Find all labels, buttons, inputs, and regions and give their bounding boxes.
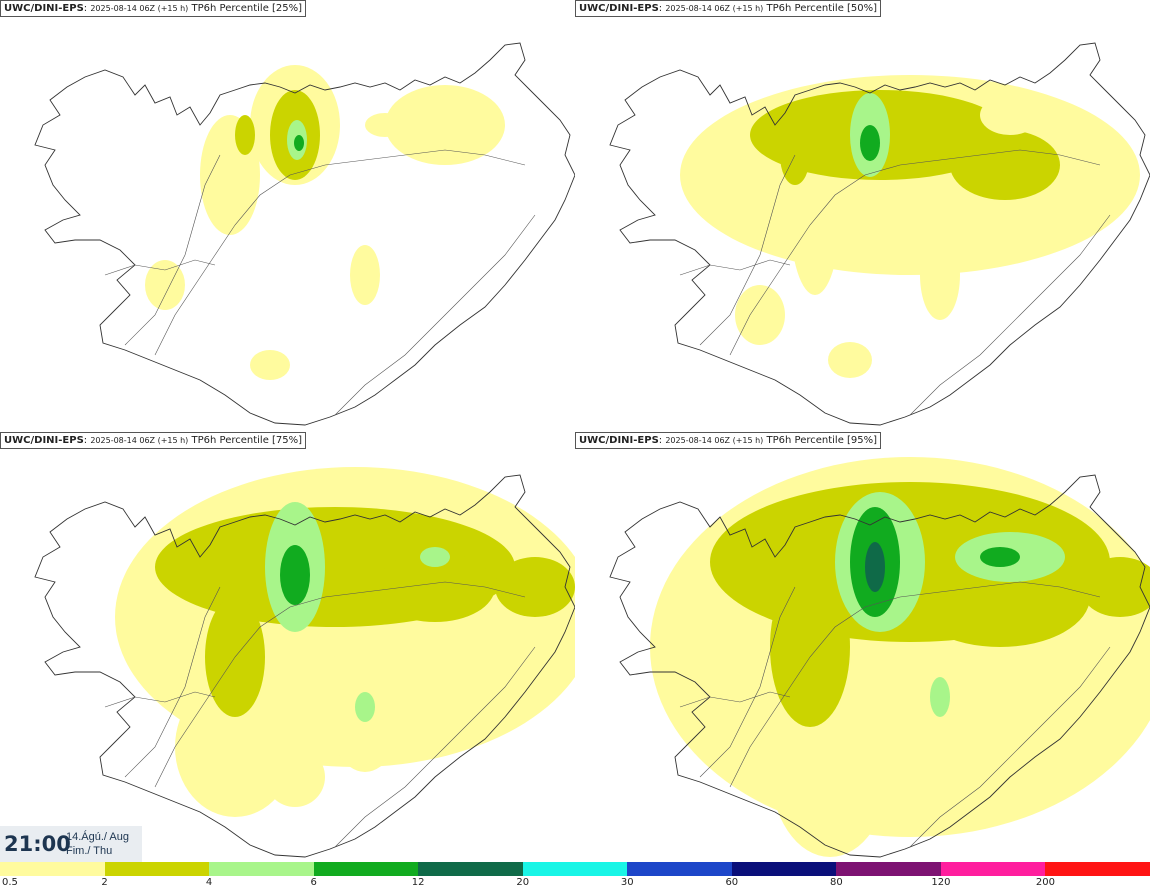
map-panel-p25: UWC/DINI-EPS: 2025-08-14 06Z (+15 h) TP6…	[0, 0, 575, 432]
color-legend: 0.5 2 4 6 12 20 30 60 80 120 200	[0, 862, 1150, 891]
legend-swatch	[313, 862, 419, 876]
legend-label: 12	[411, 877, 425, 888]
legend-label: 20	[516, 877, 530, 888]
precip-area	[280, 545, 310, 605]
legend-swatch	[522, 862, 628, 876]
legend-label: 2	[101, 877, 108, 888]
legend-swatch	[0, 862, 105, 876]
precip-area	[235, 115, 255, 155]
precip-area	[1080, 557, 1150, 617]
legend-swatch	[627, 862, 732, 876]
precip-map	[609, 457, 1150, 858]
precip-area	[145, 260, 185, 310]
road-line	[729, 581, 1101, 788]
legend-label: 30	[620, 877, 634, 888]
road-line	[334, 646, 536, 848]
legend-label: 0.5	[2, 877, 18, 888]
legend-swatch	[1045, 862, 1150, 876]
precip-area	[294, 135, 304, 151]
legend-swatch	[418, 862, 523, 876]
precip-map	[34, 467, 575, 858]
legend-label: 200	[1035, 877, 1055, 888]
road-line	[909, 214, 1111, 416]
precip-area	[980, 95, 1040, 135]
precip-area	[175, 677, 295, 817]
legend-swatch	[940, 862, 1046, 876]
precip-area	[365, 113, 405, 137]
map-panel-p95: UWC/DINI-EPS: 2025-08-14 06Z (+15 h) TP6…	[575, 432, 1150, 864]
precip-area	[250, 350, 290, 380]
road-line	[104, 691, 216, 708]
valid-date-line2: Fim./ Thu	[66, 845, 113, 857]
precip-area	[350, 245, 380, 305]
road-line	[909, 646, 1111, 848]
road-line	[124, 154, 221, 346]
road-line	[699, 586, 796, 778]
legend-label: 80	[829, 877, 843, 888]
legend-label: 120	[931, 877, 951, 888]
road-line	[729, 149, 1101, 356]
legend-swatch	[731, 862, 837, 876]
panel-title: UWC/DINI-EPS: 2025-08-14 06Z (+15 h) TP6…	[575, 432, 882, 449]
precip-area	[930, 677, 950, 717]
legend-label: 6	[310, 877, 317, 888]
precip-area	[385, 85, 505, 165]
precip-area	[735, 285, 785, 345]
coastline	[34, 474, 575, 858]
road-line	[154, 581, 526, 788]
road-line	[679, 691, 791, 708]
valid-time-box: 21:00 14.Ágú./ Aug Fim./ Thu	[0, 826, 142, 862]
precip-area	[950, 130, 1060, 200]
precip-area	[980, 547, 1020, 567]
map-panel-p75: UWC/DINI-EPS: 2025-08-14 06Z (+15 h) TP6…	[0, 432, 575, 864]
coastline	[609, 42, 1150, 426]
precip-area	[420, 547, 450, 567]
precip-area	[865, 542, 885, 592]
precip-area	[770, 567, 850, 727]
legend-swatches	[0, 862, 1150, 876]
panel-title: UWC/DINI-EPS: 2025-08-14 06Z (+15 h) TP6…	[0, 432, 307, 449]
precip-area	[355, 692, 375, 722]
map-panel-p50: UWC/DINI-EPS: 2025-08-14 06Z (+15 h) TP6…	[575, 0, 1150, 432]
panel-title: UWC/DINI-EPS: 2025-08-14 06Z (+15 h) TP6…	[0, 0, 307, 17]
road-line	[679, 259, 791, 276]
precip-area	[265, 747, 325, 807]
road-line	[154, 149, 526, 356]
legend-label: 4	[205, 877, 213, 888]
precip-area	[828, 342, 872, 378]
coastline	[34, 42, 575, 426]
legend-swatch	[209, 862, 314, 876]
precip-area	[375, 552, 495, 622]
precip-map	[34, 42, 575, 426]
precip-area	[495, 557, 575, 617]
coastline	[609, 474, 1150, 858]
panel-title: UWC/DINI-EPS: 2025-08-14 06Z (+15 h) TP6…	[575, 0, 882, 17]
valid-date-line1: 14.Ágú./ Aug	[66, 831, 129, 843]
valid-time: 21:00	[4, 832, 71, 856]
valid-date: 14.Ágú./ Aug Fim./ Thu	[66, 830, 129, 858]
legend-label: 60	[725, 877, 739, 888]
precip-map	[609, 42, 1150, 426]
road-line	[699, 154, 796, 346]
legend-swatch	[836, 862, 941, 876]
legend-swatch	[104, 862, 210, 876]
precip-area	[920, 230, 960, 320]
road-line	[104, 259, 216, 276]
road-line	[124, 586, 221, 778]
precip-area	[860, 125, 880, 161]
road-line	[334, 214, 536, 416]
